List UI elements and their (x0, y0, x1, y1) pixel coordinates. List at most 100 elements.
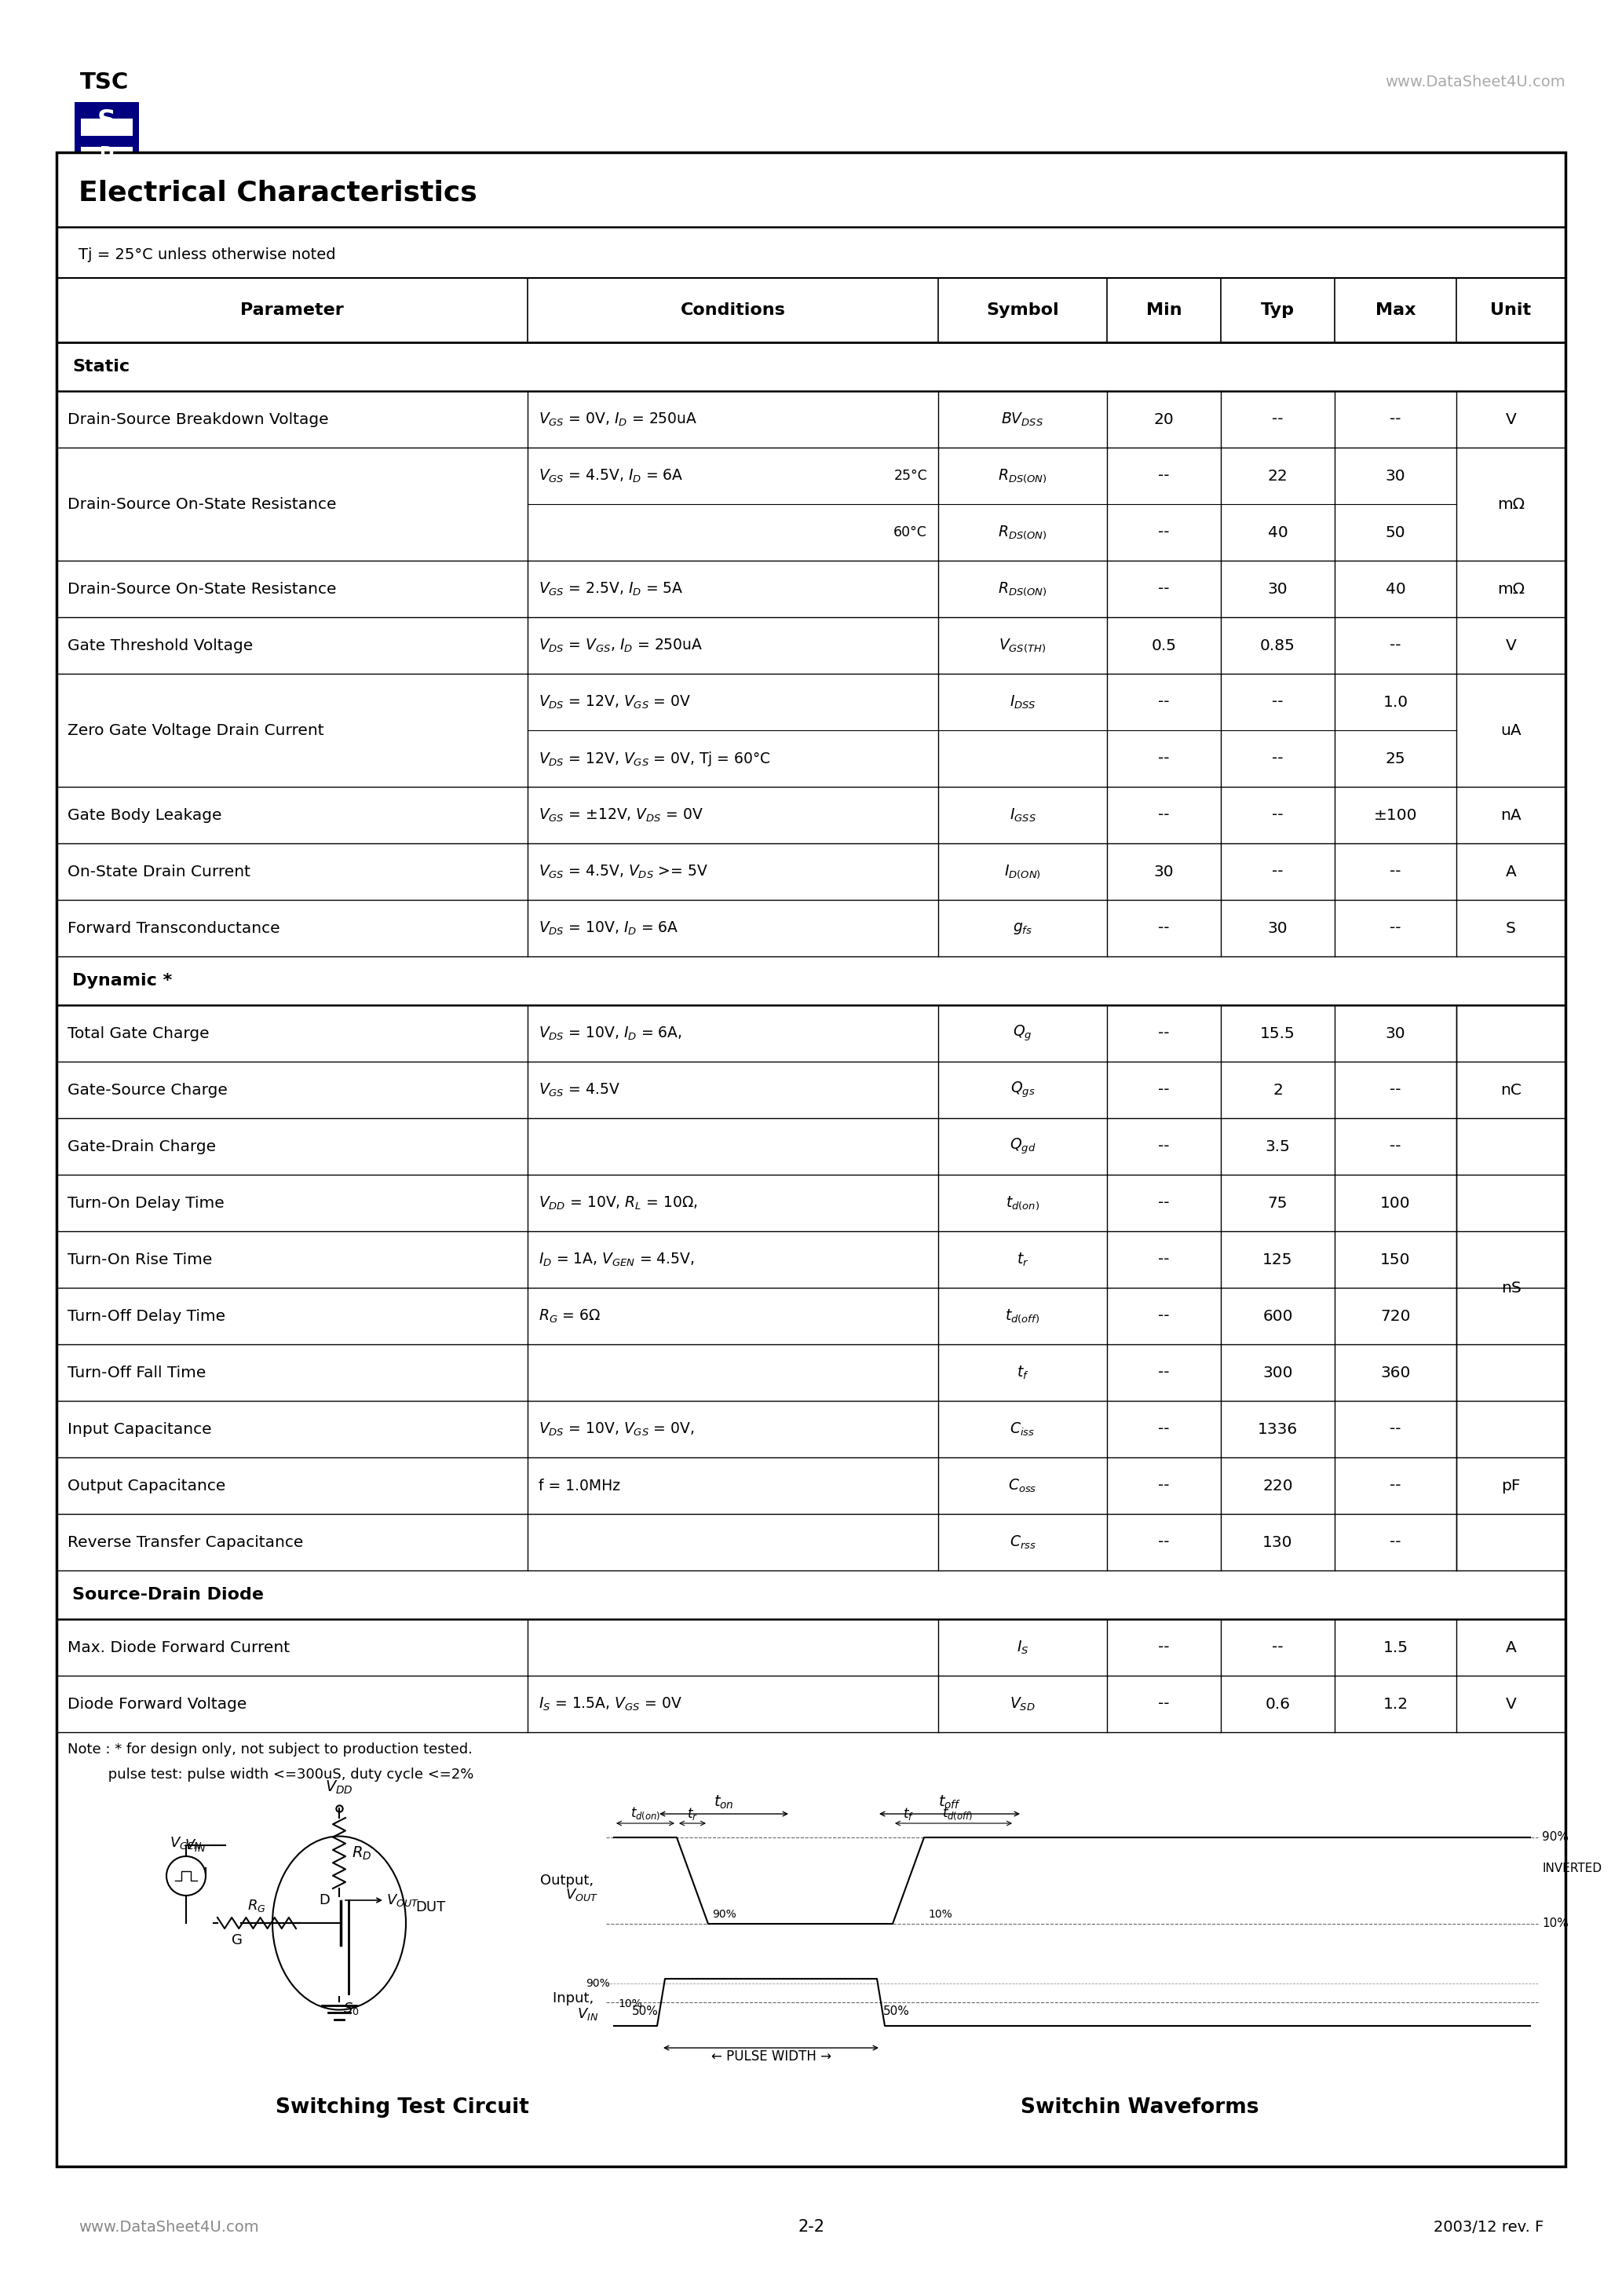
Text: uA: uA (1500, 723, 1521, 737)
Text: $V_{GS}$ = 4.5V, $I_D$ = 6A: $V_{GS}$ = 4.5V, $I_D$ = 6A (539, 468, 683, 484)
Text: Electrical Characteristics: Electrical Characteristics (78, 179, 477, 207)
Text: Input Capacitance: Input Capacitance (68, 1421, 212, 1437)
Text: Reverse Transfer Capacitance: Reverse Transfer Capacitance (68, 1534, 303, 1550)
Text: --: -- (1158, 581, 1169, 597)
Text: 15.5: 15.5 (1260, 1026, 1296, 1040)
Text: --: -- (1272, 808, 1283, 822)
Text: 60°C: 60°C (894, 526, 928, 540)
Text: Max. Diode Forward Current: Max. Diode Forward Current (68, 1639, 290, 1655)
Text: --: -- (1390, 1534, 1401, 1550)
Text: $C_{oss}$: $C_{oss}$ (1009, 1476, 1036, 1495)
Text: --: -- (1390, 1421, 1401, 1437)
Text: 100: 100 (1380, 1196, 1411, 1210)
Text: 600: 600 (1262, 1309, 1293, 1322)
Text: $R_G$: $R_G$ (248, 1899, 266, 1913)
Text: Drain-Source On-State Resistance: Drain-Source On-State Resistance (68, 581, 336, 597)
Text: $BV_{DSS}$: $BV_{DSS}$ (1001, 411, 1045, 427)
Text: Turn-On Delay Time: Turn-On Delay Time (68, 1196, 224, 1210)
Text: www.DataSheet4U.com: www.DataSheet4U.com (78, 2220, 260, 2234)
Text: f = 1.0MHz: f = 1.0MHz (539, 1479, 620, 1492)
Text: www.DataSheet4U.com: www.DataSheet4U.com (1385, 76, 1565, 90)
Text: $V_{IN}$: $V_{IN}$ (185, 1837, 206, 1853)
Text: --: -- (1158, 1697, 1169, 1711)
Text: --: -- (1158, 1309, 1169, 1322)
Text: $V_{DS}$ = 12V, $V_{GS}$ = 0V, Tj = 60°C: $V_{DS}$ = 12V, $V_{GS}$ = 0V, Tj = 60°C (539, 748, 770, 767)
Text: $Q_{gd}$: $Q_{gd}$ (1009, 1137, 1036, 1157)
Text: 50%: 50% (633, 2007, 659, 2018)
Text: 130: 130 (1262, 1534, 1293, 1550)
Text: 360: 360 (1380, 1366, 1411, 1380)
Text: --: -- (1158, 1479, 1169, 1492)
Text: 300: 300 (1262, 1366, 1293, 1380)
Text: $t_{d(on)}$: $t_{d(on)}$ (1006, 1194, 1040, 1212)
Text: TSC: TSC (79, 71, 130, 94)
Text: 30: 30 (1153, 863, 1174, 879)
Text: --: -- (1158, 1251, 1169, 1267)
Text: 1.5: 1.5 (1384, 1639, 1408, 1655)
Text: $I_{D(ON)}$: $I_{D(ON)}$ (1004, 863, 1041, 879)
Text: Turn-Off Fall Time: Turn-Off Fall Time (68, 1366, 206, 1380)
Text: $S_0$: $S_0$ (344, 2000, 360, 2016)
Text: G: G (232, 1933, 243, 1947)
Text: 30: 30 (1268, 581, 1288, 597)
Text: --: -- (1158, 468, 1169, 482)
Text: Gate-Drain Charge: Gate-Drain Charge (68, 1139, 216, 1155)
Text: 10%: 10% (618, 1998, 642, 2009)
Text: 90%: 90% (712, 1908, 736, 1919)
Text: Output,: Output, (540, 1874, 599, 1887)
Text: 30: 30 (1385, 468, 1406, 482)
Text: $t_r$: $t_r$ (688, 1807, 697, 1821)
Text: 30: 30 (1268, 921, 1288, 934)
Text: $V_{OUT}$: $V_{OUT}$ (386, 1892, 418, 1908)
Text: Symbol: Symbol (986, 303, 1059, 319)
Text: 40: 40 (1385, 581, 1406, 597)
Text: V: V (1505, 638, 1517, 652)
Text: Zero Gate Voltage Drain Current: Zero Gate Voltage Drain Current (68, 723, 324, 737)
Text: A: A (1505, 863, 1517, 879)
Text: $t_f$: $t_f$ (903, 1807, 913, 1821)
Text: Diode Forward Voltage: Diode Forward Voltage (68, 1697, 247, 1711)
Text: 10%: 10% (1543, 1917, 1568, 1929)
Text: --: -- (1272, 1639, 1283, 1655)
Text: Static: Static (73, 358, 130, 374)
Text: $t_{d(on)}$: $t_{d(on)}$ (631, 1805, 660, 1823)
Text: $t_{off}$: $t_{off}$ (938, 1793, 962, 1812)
Text: $t_{f}$: $t_{f}$ (1017, 1364, 1028, 1380)
Text: 22: 22 (1268, 468, 1288, 482)
Text: nS: nS (1500, 1281, 1521, 1295)
Text: 90%: 90% (586, 1977, 610, 1988)
Text: $V_{DS}$ = 10V, $I_D$ = 6A,: $V_{DS}$ = 10V, $I_D$ = 6A, (539, 1024, 681, 1042)
Text: $t_{d(off)}$: $t_{d(off)}$ (1006, 1309, 1040, 1325)
Text: $V_{GS}$ = 0V, $I_D$ = 250uA: $V_{GS}$ = 0V, $I_D$ = 250uA (539, 411, 697, 427)
Text: $t_{on}$: $t_{on}$ (714, 1793, 733, 1812)
Text: $R_{DS(ON)}$: $R_{DS(ON)}$ (998, 523, 1048, 540)
Text: 2003/12 rev. F: 2003/12 rev. F (1434, 2220, 1544, 2234)
Text: Drain-Source On-State Resistance: Drain-Source On-State Resistance (68, 496, 336, 512)
Text: --: -- (1158, 1366, 1169, 1380)
Text: D: D (99, 147, 114, 161)
Text: $V_{GEN}$: $V_{GEN}$ (170, 1835, 203, 1851)
Text: 1.2: 1.2 (1384, 1697, 1408, 1711)
Text: --: -- (1272, 751, 1283, 767)
Text: 720: 720 (1380, 1309, 1411, 1322)
Text: Drain-Source Breakdown Voltage: Drain-Source Breakdown Voltage (68, 411, 329, 427)
Text: $I_{DSS}$: $I_{DSS}$ (1009, 693, 1036, 709)
Text: Dynamic *: Dynamic * (73, 974, 172, 990)
Text: --: -- (1390, 863, 1401, 879)
Text: 2: 2 (1273, 1081, 1283, 1097)
Text: Total Gate Charge: Total Gate Charge (68, 1026, 209, 1040)
Text: --: -- (1272, 863, 1283, 879)
Text: ← PULSE WIDTH →: ← PULSE WIDTH → (710, 2050, 830, 2064)
Text: Gate-Source Charge: Gate-Source Charge (68, 1081, 227, 1097)
Text: DUT: DUT (415, 1901, 446, 1915)
Text: 40: 40 (1268, 526, 1288, 540)
Text: nC: nC (1500, 1081, 1521, 1097)
Text: --: -- (1390, 1479, 1401, 1492)
Text: --: -- (1158, 1196, 1169, 1210)
Text: A: A (1505, 1639, 1517, 1655)
Text: $V_{DS}$ = $V_{GS}$, $I_D$ = 250uA: $V_{DS}$ = $V_{GS}$, $I_D$ = 250uA (539, 636, 702, 654)
Text: Note : * for design only, not subject to production tested.: Note : * for design only, not subject to… (68, 1743, 472, 1756)
Text: $V_{GS}$ = 4.5V: $V_{GS}$ = 4.5V (539, 1081, 620, 1097)
Text: 150: 150 (1380, 1251, 1411, 1267)
Text: 30: 30 (1385, 1026, 1406, 1040)
